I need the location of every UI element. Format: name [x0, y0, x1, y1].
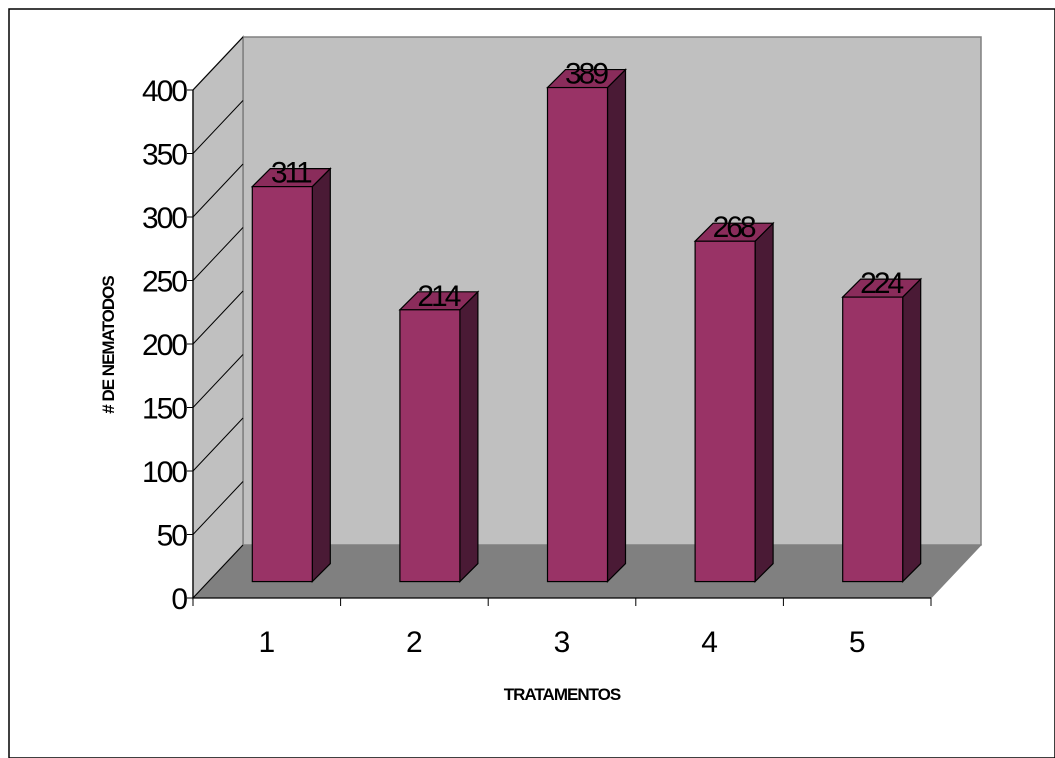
- y-tick-label: 300: [142, 202, 187, 235]
- bar: [250, 167, 332, 584]
- category-label: 2: [406, 626, 423, 659]
- y-tick-depth: [192, 481, 244, 535]
- bar: [841, 277, 923, 584]
- y-tick-label: 200: [142, 329, 187, 362]
- y-tick-depth: [192, 100, 244, 154]
- labels: 311 1 214 2 389 3 268 4 224 5: [258, 58, 906, 659]
- axes: 0 50 100 150 200 250 300 350 400: [142, 36, 932, 616]
- data-label: 268: [713, 211, 756, 244]
- data-label: 311: [271, 157, 312, 190]
- data-label: 389: [565, 58, 608, 91]
- bar-front: [251, 186, 313, 583]
- y-axis-title: # DE NEMATODOS: [99, 276, 118, 414]
- bar-front: [842, 296, 904, 583]
- y-tick-depth: [192, 36, 244, 91]
- y-tick-depth: [192, 227, 244, 281]
- y-tick-label: 400: [142, 75, 187, 108]
- bars: [250, 68, 923, 584]
- bar: [546, 68, 627, 584]
- bar: [398, 290, 480, 584]
- bar-side: [606, 68, 627, 584]
- bar-side: [311, 167, 331, 584]
- bar: [693, 221, 775, 584]
- y-tick-label: 100: [142, 456, 187, 489]
- y-tick-depth: [192, 354, 244, 408]
- y-tick-label: 150: [142, 393, 187, 426]
- category-label: 5: [849, 626, 866, 659]
- bar-side: [754, 221, 774, 584]
- category-label: 4: [701, 626, 718, 659]
- y-tick-label: 250: [142, 266, 187, 299]
- category-label: 3: [554, 626, 571, 659]
- bar-side: [459, 290, 479, 584]
- bar-front: [694, 240, 756, 583]
- y-tick-label: 50: [157, 520, 188, 553]
- y-tick-depth: [192, 290, 244, 345]
- data-label: 214: [417, 280, 460, 313]
- category-label: 1: [258, 626, 275, 659]
- data-label: 224: [860, 267, 903, 300]
- y-tick-depth: [192, 417, 244, 472]
- y-tick-label: 350: [142, 139, 187, 172]
- y-tick-depth: [192, 544, 244, 599]
- y-tick-label: 0: [171, 583, 187, 616]
- y-tick-depth: [192, 163, 244, 218]
- bar-front: [399, 309, 461, 583]
- x-axis-title: TRATAMENTOS: [504, 685, 621, 704]
- bar-front: [546, 86, 609, 583]
- bar-side: [902, 277, 922, 584]
